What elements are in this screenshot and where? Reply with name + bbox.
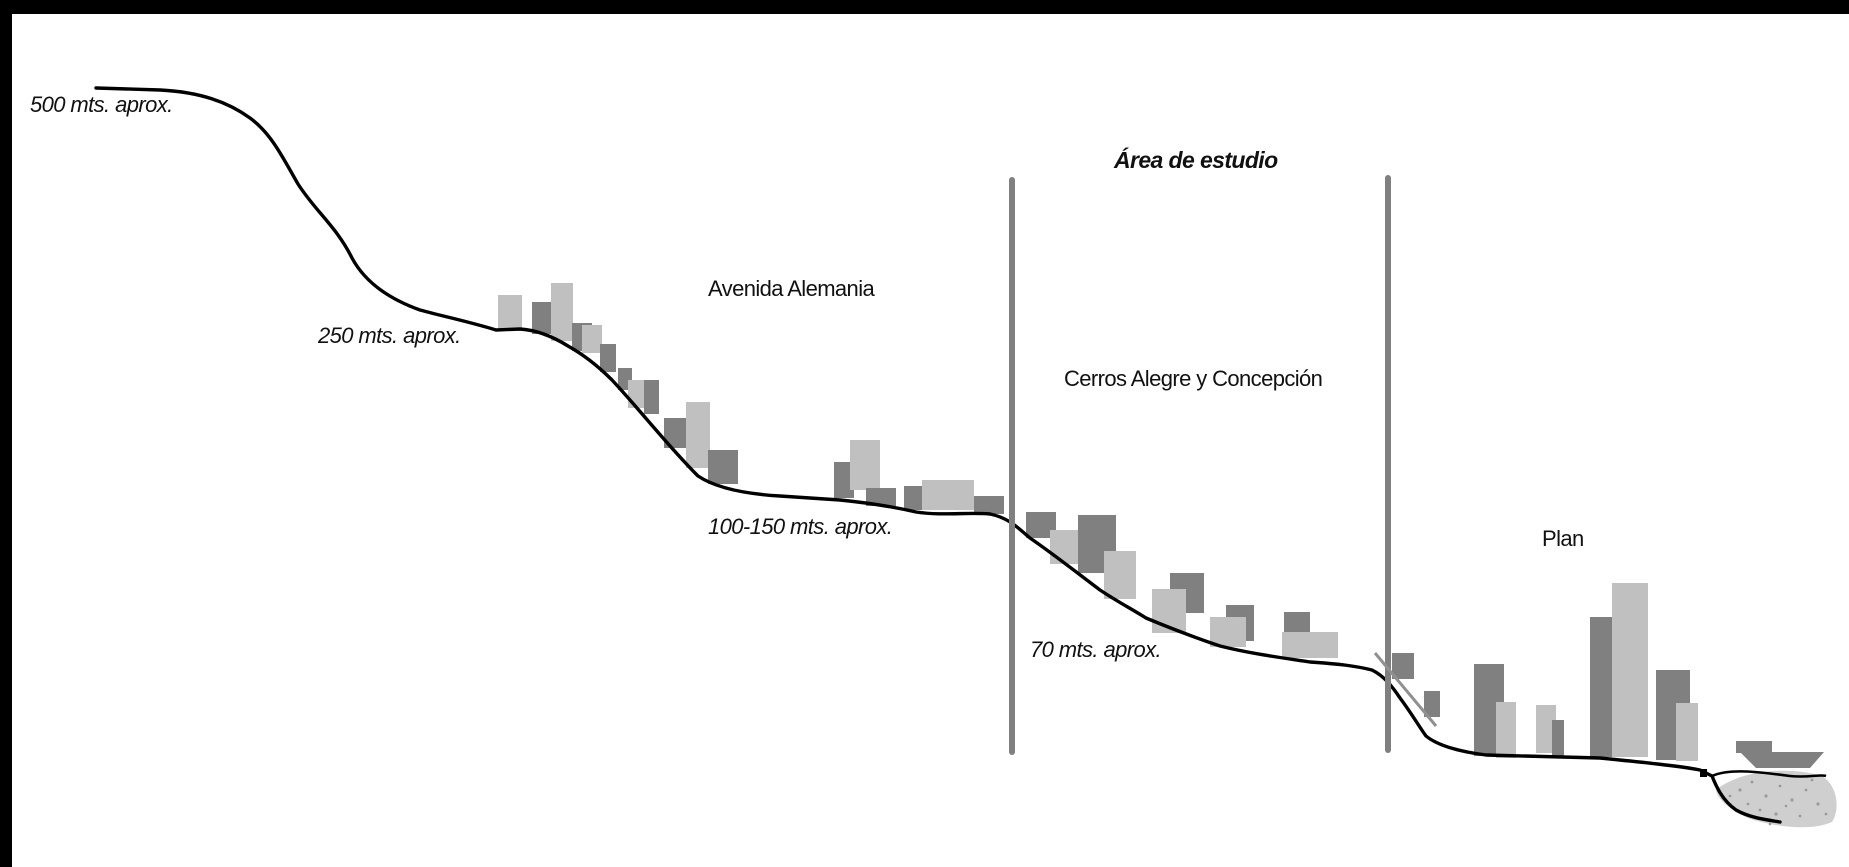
study-area-title: Área de estudio bbox=[1114, 147, 1278, 173]
buildings-avenida-alemania bbox=[498, 283, 1004, 514]
altitude-250-label: 250 mts. aprox. bbox=[318, 323, 461, 348]
building bbox=[686, 402, 710, 468]
building bbox=[582, 325, 602, 353]
building bbox=[1104, 551, 1136, 599]
study-area-boundaries bbox=[1009, 175, 1438, 755]
building bbox=[1282, 632, 1338, 658]
building bbox=[1496, 702, 1516, 758]
altitude-70-label: 70 mts. aprox. bbox=[1030, 637, 1162, 662]
shoreline bbox=[1711, 770, 1827, 778]
sea bbox=[1716, 770, 1837, 828]
building bbox=[664, 418, 686, 448]
building bbox=[498, 295, 522, 329]
sea-area bbox=[1716, 770, 1837, 828]
terrain-line bbox=[94, 86, 1782, 824]
boat-hull bbox=[1740, 752, 1824, 768]
boat-cabin bbox=[1736, 741, 1772, 753]
buildings-plan bbox=[1392, 583, 1698, 761]
building bbox=[532, 302, 552, 334]
building bbox=[1050, 530, 1080, 564]
pier-marker bbox=[1700, 769, 1707, 777]
buildings-cerros bbox=[1026, 512, 1338, 658]
building bbox=[708, 450, 738, 484]
boundary-diagonal bbox=[1373, 652, 1438, 727]
building bbox=[1392, 653, 1414, 679]
building bbox=[600, 344, 616, 372]
building bbox=[850, 440, 880, 490]
zone-label-avenida-alemania: Avenida Alemania bbox=[708, 276, 875, 301]
boat bbox=[1736, 741, 1824, 768]
zone-label-plan: Plan bbox=[1542, 526, 1584, 551]
building bbox=[1590, 617, 1616, 757]
building bbox=[904, 486, 924, 510]
building bbox=[1676, 703, 1698, 761]
building bbox=[922, 480, 974, 510]
building bbox=[1536, 705, 1556, 753]
altitude-100-150-label: 100-150 mts. aprox. bbox=[708, 514, 893, 539]
building bbox=[644, 380, 659, 414]
building bbox=[1424, 691, 1440, 717]
building bbox=[974, 496, 1004, 514]
building bbox=[1210, 617, 1246, 647]
sea-texture bbox=[1728, 778, 1828, 826]
altitude-500-label: 500 mts. aprox. bbox=[30, 92, 173, 117]
building bbox=[628, 380, 646, 408]
zone-label-cerros: Cerros Alegre y Concepción bbox=[1064, 366, 1323, 391]
building bbox=[1552, 720, 1564, 756]
building bbox=[1612, 583, 1648, 757]
building bbox=[551, 283, 573, 341]
building bbox=[834, 462, 854, 498]
building bbox=[866, 488, 896, 506]
